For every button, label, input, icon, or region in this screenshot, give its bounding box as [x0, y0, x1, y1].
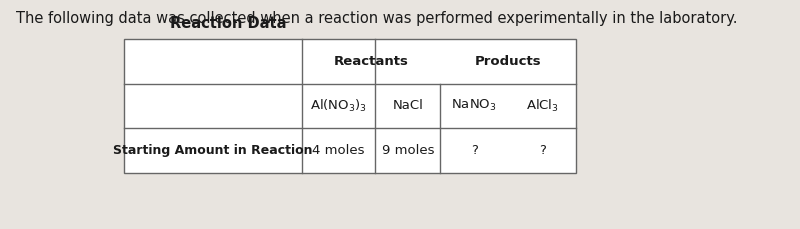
Text: Al(NO$_3$)$_3$: Al(NO$_3$)$_3$ [310, 98, 367, 114]
Text: 4 moles: 4 moles [313, 144, 365, 157]
Text: NaNO$_3$: NaNO$_3$ [451, 98, 497, 113]
Text: Reaction Data: Reaction Data [170, 16, 286, 31]
Text: The following data was collected when a reaction was performed experimentally in: The following data was collected when a … [16, 11, 738, 27]
Text: Reactants: Reactants [334, 55, 409, 68]
Text: Products: Products [475, 55, 542, 68]
Text: Starting Amount in Reaction: Starting Amount in Reaction [114, 144, 313, 157]
Text: AlCl$_3$: AlCl$_3$ [526, 98, 558, 114]
Text: ?: ? [538, 144, 546, 157]
Text: ?: ? [471, 144, 478, 157]
Text: 9 moles: 9 moles [382, 144, 434, 157]
Text: NaCl: NaCl [392, 99, 423, 112]
